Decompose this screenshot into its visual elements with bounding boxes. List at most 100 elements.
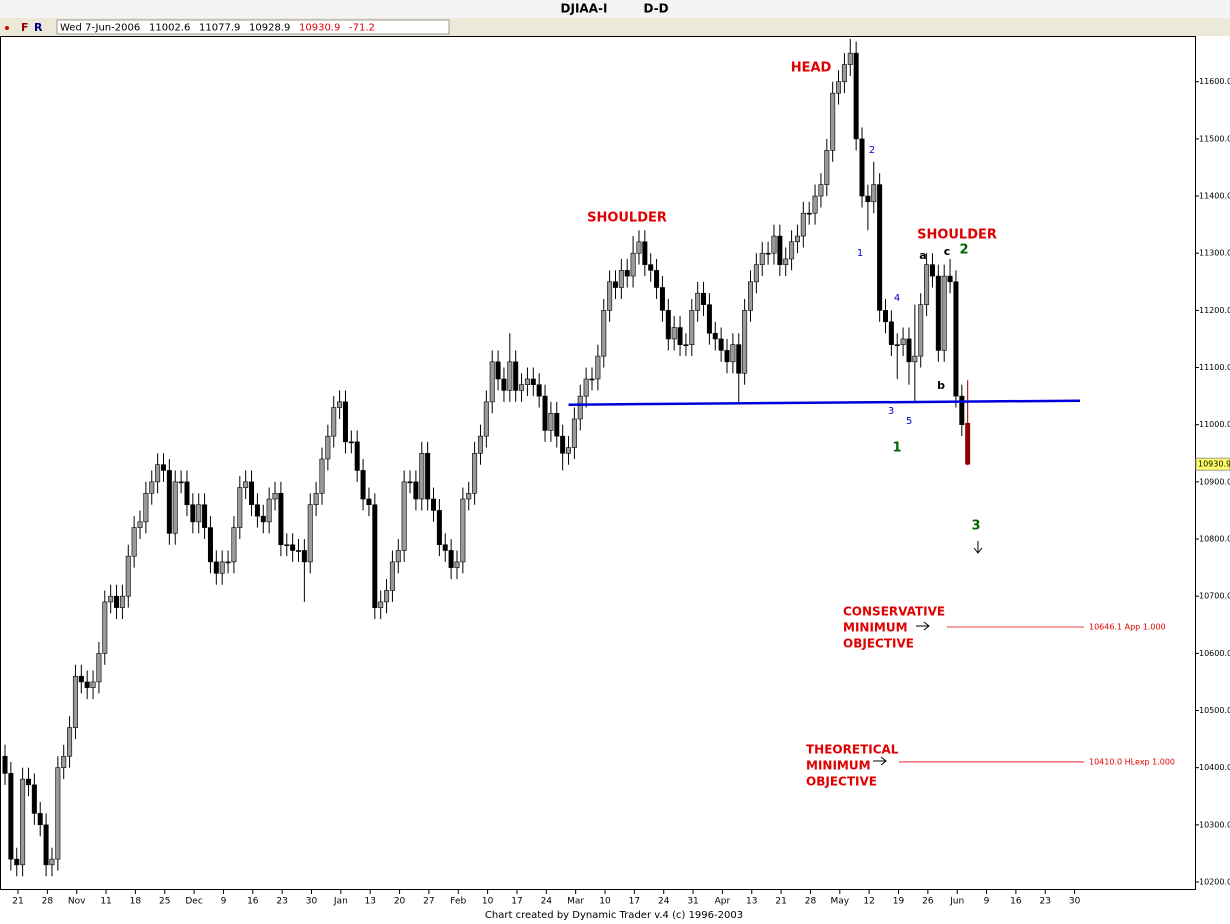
- arrow: [916, 621, 930, 631]
- candle-body: [642, 241, 648, 265]
- x-tick-label: 18: [130, 897, 142, 907]
- candle-body: [237, 487, 243, 528]
- candle-body: [213, 561, 219, 574]
- candle-body: [630, 252, 636, 277]
- annotation: OBJECTIVE: [806, 775, 877, 789]
- candle-body: [589, 378, 595, 381]
- candle-body: [448, 550, 454, 568]
- candle-body: [536, 384, 542, 397]
- candle-body: [442, 544, 448, 551]
- candle-body: [348, 441, 354, 444]
- candle-body: [219, 561, 225, 574]
- x-tick-label: 9: [984, 897, 990, 907]
- candle-body: [460, 498, 466, 563]
- x-tick-label: 16: [247, 897, 259, 907]
- candle-body: [2, 755, 8, 774]
- candle-body: [542, 395, 548, 431]
- candle-body: [747, 281, 753, 311]
- neckline: [568, 399, 1081, 406]
- annotation: 3: [888, 406, 894, 417]
- candle-body: [196, 504, 202, 523]
- annotation: b: [937, 379, 945, 392]
- candle-body: [900, 338, 906, 345]
- annotation: CONSERVATIVE: [843, 605, 945, 619]
- candle-body: [812, 195, 818, 214]
- annotation: MINIMUM: [843, 621, 908, 635]
- candle-body: [789, 241, 795, 260]
- candle-body: [483, 401, 489, 437]
- status-dot: [5, 26, 9, 30]
- candle-body: [865, 195, 871, 203]
- y-tick-label: 10800.0: [1199, 535, 1230, 544]
- candle-body: [407, 481, 413, 484]
- candle-body: [736, 344, 742, 374]
- candle-body: [918, 304, 924, 357]
- candle-body: [207, 527, 213, 563]
- objective-label: 10646.1 App 1.000: [1089, 622, 1166, 631]
- candle-body: [659, 287, 665, 311]
- candle-body: [384, 590, 390, 603]
- candle-body: [190, 504, 196, 523]
- y-tick-label: 10200.0: [1199, 877, 1230, 886]
- candle-body: [143, 492, 149, 523]
- candle-body: [612, 281, 618, 288]
- candle-body: [877, 184, 883, 311]
- price-tag: [1195, 457, 1230, 471]
- x-tick-label: 21: [775, 897, 786, 907]
- info-low: 10928.9: [249, 23, 290, 34]
- candle-body: [225, 561, 231, 564]
- candle-body: [284, 544, 290, 547]
- candle-body: [894, 344, 900, 346]
- candle-body: [37, 813, 43, 826]
- candle-body: [765, 252, 771, 255]
- candle-body: [648, 264, 654, 271]
- x-tick-label: 19: [893, 897, 905, 907]
- candle-body: [319, 458, 325, 494]
- candle-body: [624, 270, 630, 277]
- candle-body: [906, 338, 912, 363]
- candle-body: [20, 778, 26, 866]
- candle-body: [155, 464, 161, 483]
- candle-body: [777, 235, 783, 265]
- title-bar: [0, 0, 1230, 18]
- candle-body: [859, 138, 865, 197]
- candle-body: [119, 595, 125, 608]
- candle-body: [43, 824, 49, 866]
- candle-body: [794, 235, 800, 243]
- candle-body: [366, 498, 372, 506]
- toolbar-button[interactable]: R: [34, 21, 43, 34]
- toolbar-button[interactable]: F: [21, 21, 29, 34]
- candle-body: [959, 395, 965, 426]
- x-tick-label: 25: [159, 897, 170, 907]
- candle-body: [495, 361, 501, 380]
- x-tick-label: Jun: [949, 897, 964, 907]
- info-date: Wed 7-Jun-2006: [60, 23, 140, 34]
- candle-body: [84, 681, 90, 688]
- objective-label: 10410.0 HLexp 1.000: [1089, 757, 1175, 766]
- candle-body: [401, 481, 407, 551]
- candle-body: [636, 241, 642, 254]
- candle-body: [436, 510, 442, 546]
- candle-body: [947, 275, 953, 283]
- x-tick-label: 16: [1010, 897, 1022, 907]
- candle-body: [278, 492, 284, 546]
- candle-body: [360, 470, 366, 500]
- candle-body: [871, 184, 877, 203]
- candle-body: [477, 435, 483, 454]
- x-tick-label: 27: [423, 897, 434, 907]
- candle-body: [160, 464, 166, 471]
- candle-body: [125, 555, 131, 597]
- candle-body: [419, 452, 425, 500]
- candle-body: [31, 784, 37, 814]
- candle-body: [395, 550, 401, 563]
- info-box: [56, 19, 450, 35]
- candle-body: [307, 504, 313, 563]
- x-tick-label: 17: [629, 897, 640, 907]
- y-tick-label: 10400.0: [1199, 763, 1230, 772]
- x-tick-label: Dec: [185, 897, 202, 907]
- y-tick-label: 11200.0: [1199, 306, 1230, 315]
- x-tick-label: 12: [863, 897, 874, 907]
- candle-body: [472, 452, 478, 494]
- annotation: SHOULDER: [587, 211, 667, 226]
